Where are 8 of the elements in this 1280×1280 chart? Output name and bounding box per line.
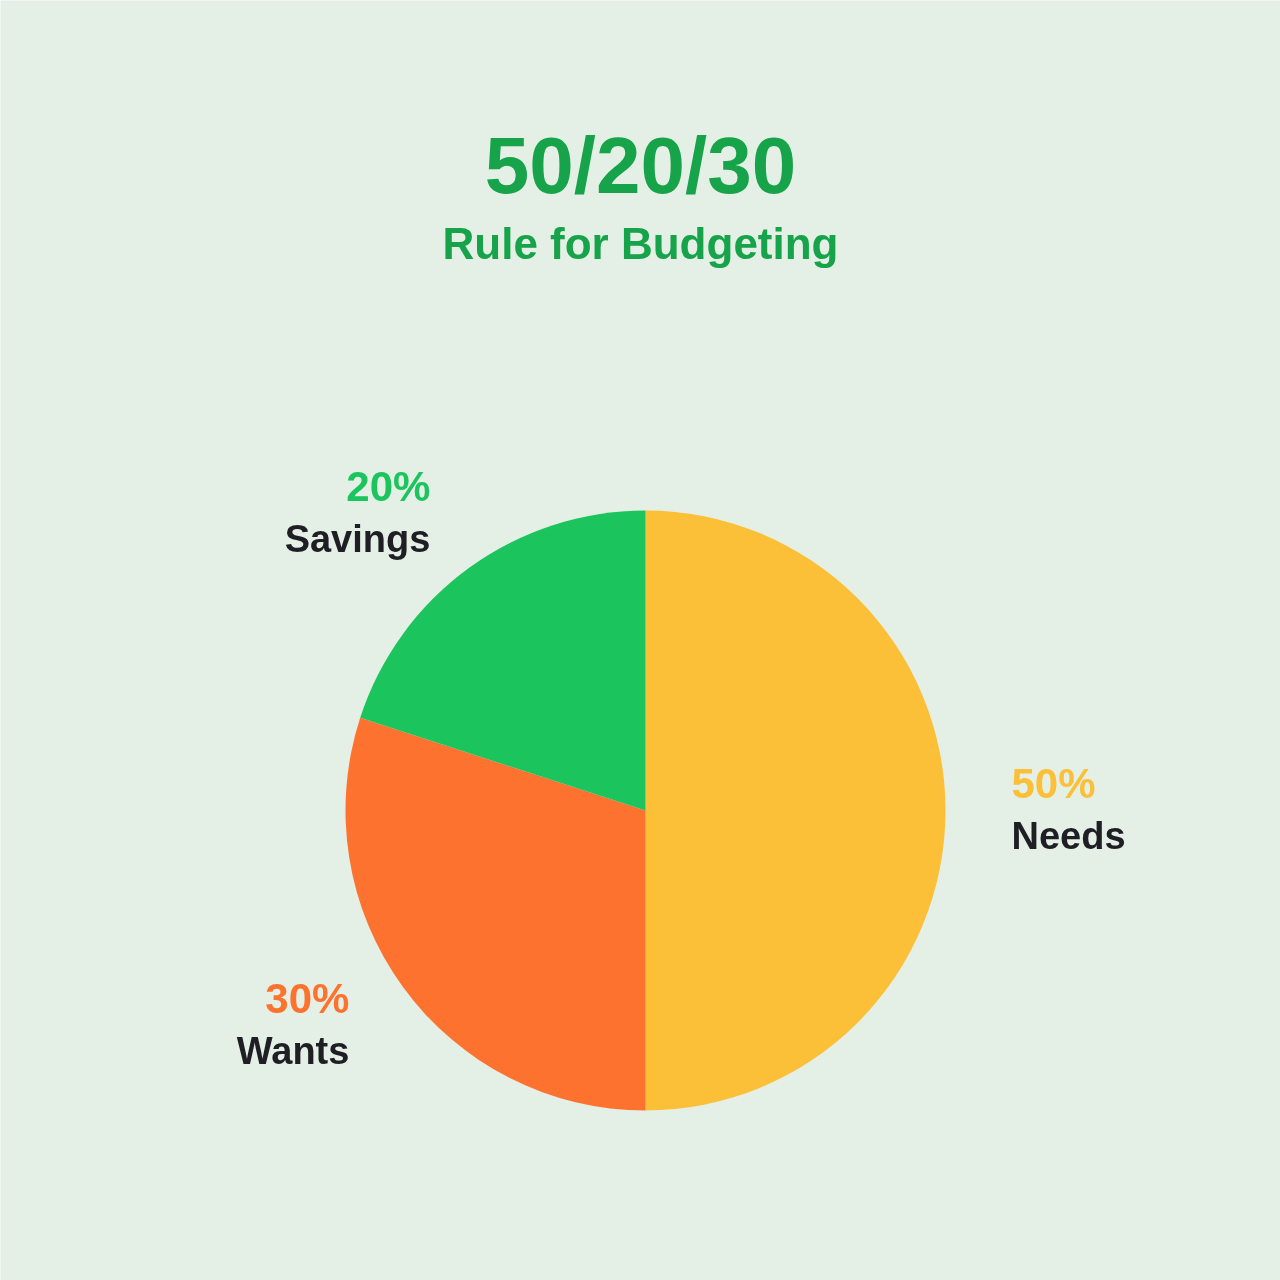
slice-label: Savings xyxy=(284,518,431,561)
data-label: 20% xyxy=(346,463,431,511)
data-label: 30% xyxy=(265,974,350,1022)
slice-label: Needs xyxy=(1011,814,1126,857)
chart-title: 50/20/30 xyxy=(484,121,797,210)
slice-label: Wants xyxy=(236,1029,350,1072)
data-label: 50% xyxy=(1011,759,1096,807)
chart-subtitle: Rule for Budgeting xyxy=(442,219,839,268)
